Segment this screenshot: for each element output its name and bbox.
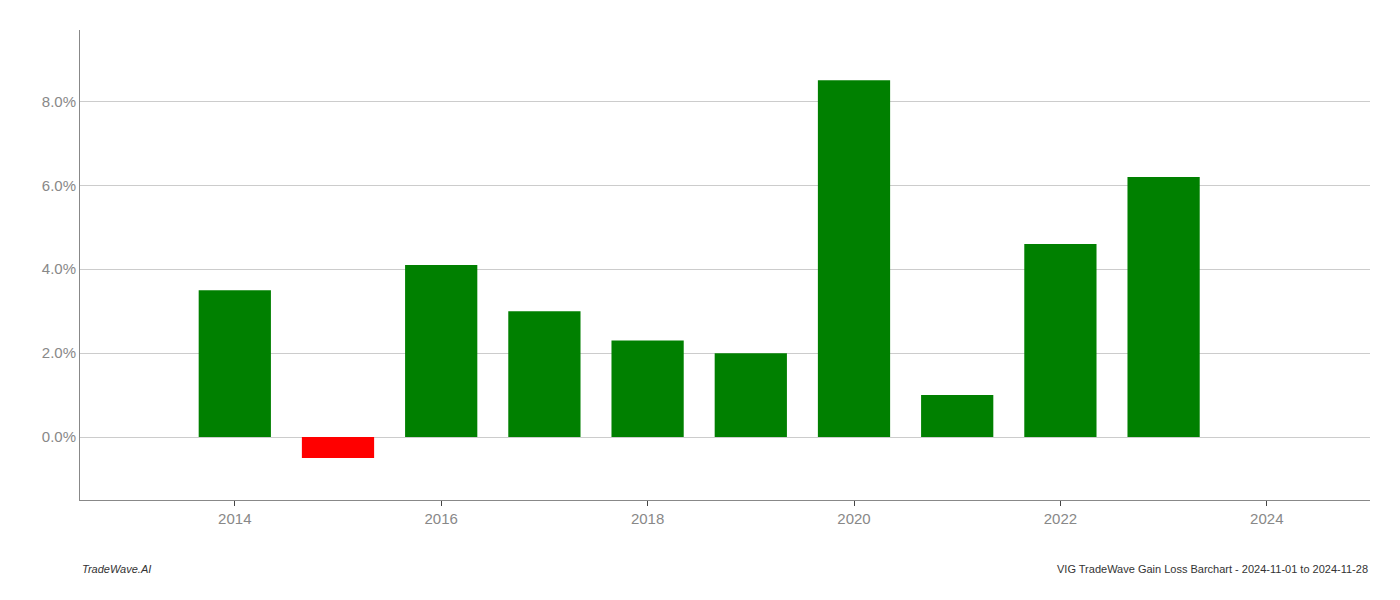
svg-text:2018: 2018 bbox=[631, 510, 664, 527]
svg-text:2014: 2014 bbox=[218, 510, 251, 527]
svg-text:4.0%: 4.0% bbox=[42, 260, 76, 277]
svg-text:2020: 2020 bbox=[837, 510, 870, 527]
svg-text:2022: 2022 bbox=[1044, 510, 1077, 527]
svg-text:2024: 2024 bbox=[1250, 510, 1283, 527]
svg-text:6.0%: 6.0% bbox=[42, 177, 76, 194]
svg-text:8.0%: 8.0% bbox=[42, 93, 76, 110]
svg-text:TradeWave.AI: TradeWave.AI bbox=[82, 563, 151, 575]
svg-text:0.0%: 0.0% bbox=[42, 428, 76, 445]
svg-text:VIG TradeWave Gain Loss Barcha: VIG TradeWave Gain Loss Barchart - 2024-… bbox=[1057, 563, 1368, 575]
svg-text:2.0%: 2.0% bbox=[42, 344, 76, 361]
svg-text:2016: 2016 bbox=[425, 510, 458, 527]
